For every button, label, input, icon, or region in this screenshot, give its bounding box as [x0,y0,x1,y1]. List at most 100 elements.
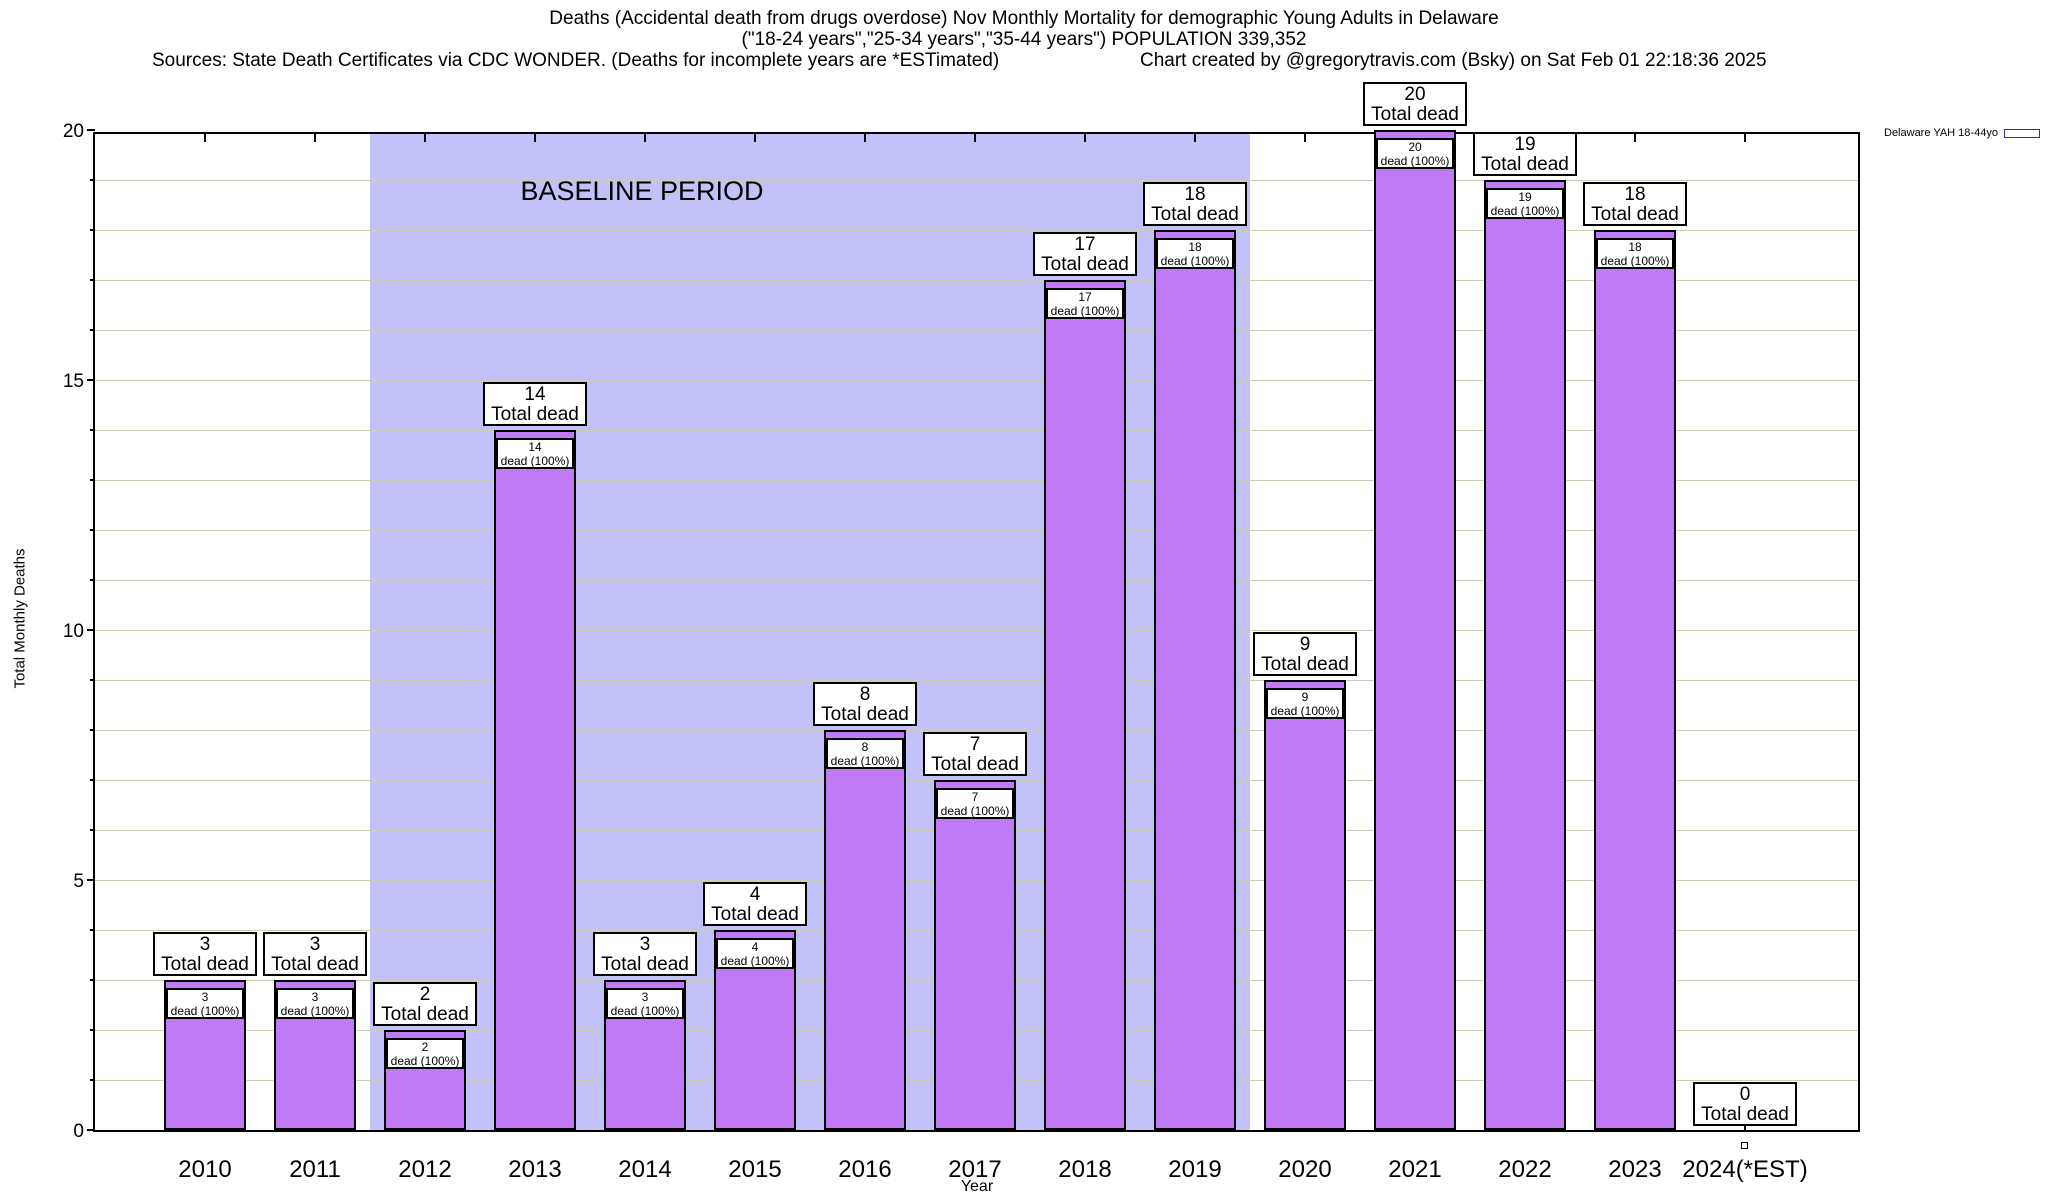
x-axis-year-label: 2024(*EST) [1682,1156,1808,1183]
x-axis-top-tick [644,134,646,142]
x-axis-year-label: 2016 [838,1156,892,1183]
bar-total-label: 9 Total dead [1253,632,1357,676]
y-axis-tick [87,1129,95,1131]
gridline [95,180,1858,181]
gridline [95,380,1858,381]
x-axis-top-tick [424,134,426,142]
bar [1594,230,1676,1130]
bar-total-label: 18 Total dead [1143,182,1247,226]
x-axis-top-tick [864,134,866,142]
bar-dead-pct-label: 18 dead (100%) [1596,238,1674,269]
x-axis-year-label: 2019 [1168,1156,1222,1183]
y-axis-tick-label: 10 [62,621,84,642]
bar-total-label: 17 Total dead [1033,232,1137,276]
x-axis-year-label: 2017 [948,1156,1002,1183]
bar [824,730,906,1130]
bar [1484,180,1566,1130]
x-axis-top-tick [754,134,756,142]
bar-dead-pct-label: 7 dead (100%) [936,788,1014,819]
x-axis-year-label: 2013 [508,1156,562,1183]
bar-total-label: 7 Total dead [923,732,1027,776]
bar [1044,280,1126,1130]
y-axis-tick [90,779,95,781]
bar-dead-pct-label: 8 dead (100%) [826,738,904,769]
bar-total-label: 8 Total dead [813,682,917,726]
bar-total-label: 3 Total dead [263,932,367,976]
x-axis-year-label: 2018 [1058,1156,1112,1183]
y-axis-tick-label: 0 [73,1121,84,1142]
x-axis-top-tick [1744,134,1746,142]
bar [494,430,576,1130]
y-axis-tick [90,1029,95,1031]
y-axis-tick [87,129,95,131]
y-axis-tick [90,679,95,681]
y-axis-tick [87,379,95,381]
x-axis-year-label: 2020 [1278,1156,1332,1183]
x-axis-year-label: 2011 [289,1156,341,1183]
y-axis-title: Total Monthly Deaths [11,548,29,689]
bar [1264,680,1346,1130]
gridline [95,730,1858,731]
gridline [95,630,1858,631]
y-axis-tick [87,879,95,881]
gridline [95,430,1858,431]
bar-dead-pct-label: 19 dead (100%) [1486,188,1564,219]
gridline [95,280,1858,281]
plot-area: BASELINE PERIOD 2010 3 Total dead 3 dead (100… [87,82,1860,1183]
bar-total-label: 14 Total dead [483,382,587,426]
bar-dead-pct-label: 2 dead (100%) [386,1038,464,1069]
x-axis-top-tick [1084,134,1086,142]
bar [934,780,1016,1130]
x-axis-year-label: 2012 [398,1156,452,1183]
bar-dead-pct-label: 4 dead (100%) [716,938,794,969]
x-axis-top-tick [1304,134,1306,142]
y-axis-tick [90,279,95,281]
bar [1154,230,1236,1130]
legend-series-label: Delaware YAH 18-44yo [1884,127,1998,139]
x-axis-top-tick [974,134,976,142]
bar [1374,130,1456,1130]
y-axis-tick [90,479,95,481]
y-axis-tick [90,429,95,431]
y-axis-tick [90,179,95,181]
x-axis-title: Year [960,1178,994,1195]
bar-dead-pct-label: 14 dead (100%) [496,438,574,469]
y-axis-tick [87,629,95,631]
x-axis-year-label: 2015 [728,1156,782,1183]
gridline [95,480,1858,481]
y-axis-tick [90,1079,95,1081]
bar-total-label: 3 Total dead [593,932,697,976]
bar-total-label: 20 Total dead [1363,82,1467,126]
bar-total-label: 4 Total dead [703,882,807,926]
x-axis-top-tick [314,134,316,142]
bar-dead-pct-label: 20 dead (100%) [1376,138,1454,169]
gridline [95,680,1858,681]
x-axis-year-label: 2021 [1388,1156,1442,1183]
chart-title-line2: ("18-24 years","25-34 years","35-44 year… [741,29,1307,50]
baseline-period-label: BASELINE PERIOD [520,176,764,206]
zero-value-marker [1741,1142,1748,1149]
chart-title-line1: Deaths (Accidental death from drugs over… [549,8,1499,29]
gridline [95,580,1858,581]
chart-sources-note: Sources: State Death Certificates via CD… [152,50,1000,71]
y-axis-tick [90,729,95,731]
bar-dead-pct-label: 18 dead (100%) [1156,238,1234,269]
bar-dead-pct-label: 3 dead (100%) [606,988,684,1019]
y-axis-tick [90,579,95,581]
bar-dead-pct-label: 3 dead (100%) [166,988,244,1019]
bar-total-label: 0 Total dead [1693,1082,1797,1126]
y-axis-tick-label: 20 [62,121,84,142]
gridline [95,330,1858,331]
x-axis-bottom-tick [1744,1123,1746,1130]
x-axis-top-tick [204,134,206,142]
y-axis-tick [90,329,95,331]
bar-dead-pct-label: 9 dead (100%) [1266,688,1344,719]
legend-color-swatch [2003,128,2040,138]
y-axis-tick [90,229,95,231]
x-axis-top-tick [1194,134,1196,142]
legend: Delaware YAH 18-44yo [1884,127,2040,139]
bar-total-label: 2 Total dead [373,982,477,1026]
y-axis-tick [90,979,95,981]
gridline [95,530,1858,531]
